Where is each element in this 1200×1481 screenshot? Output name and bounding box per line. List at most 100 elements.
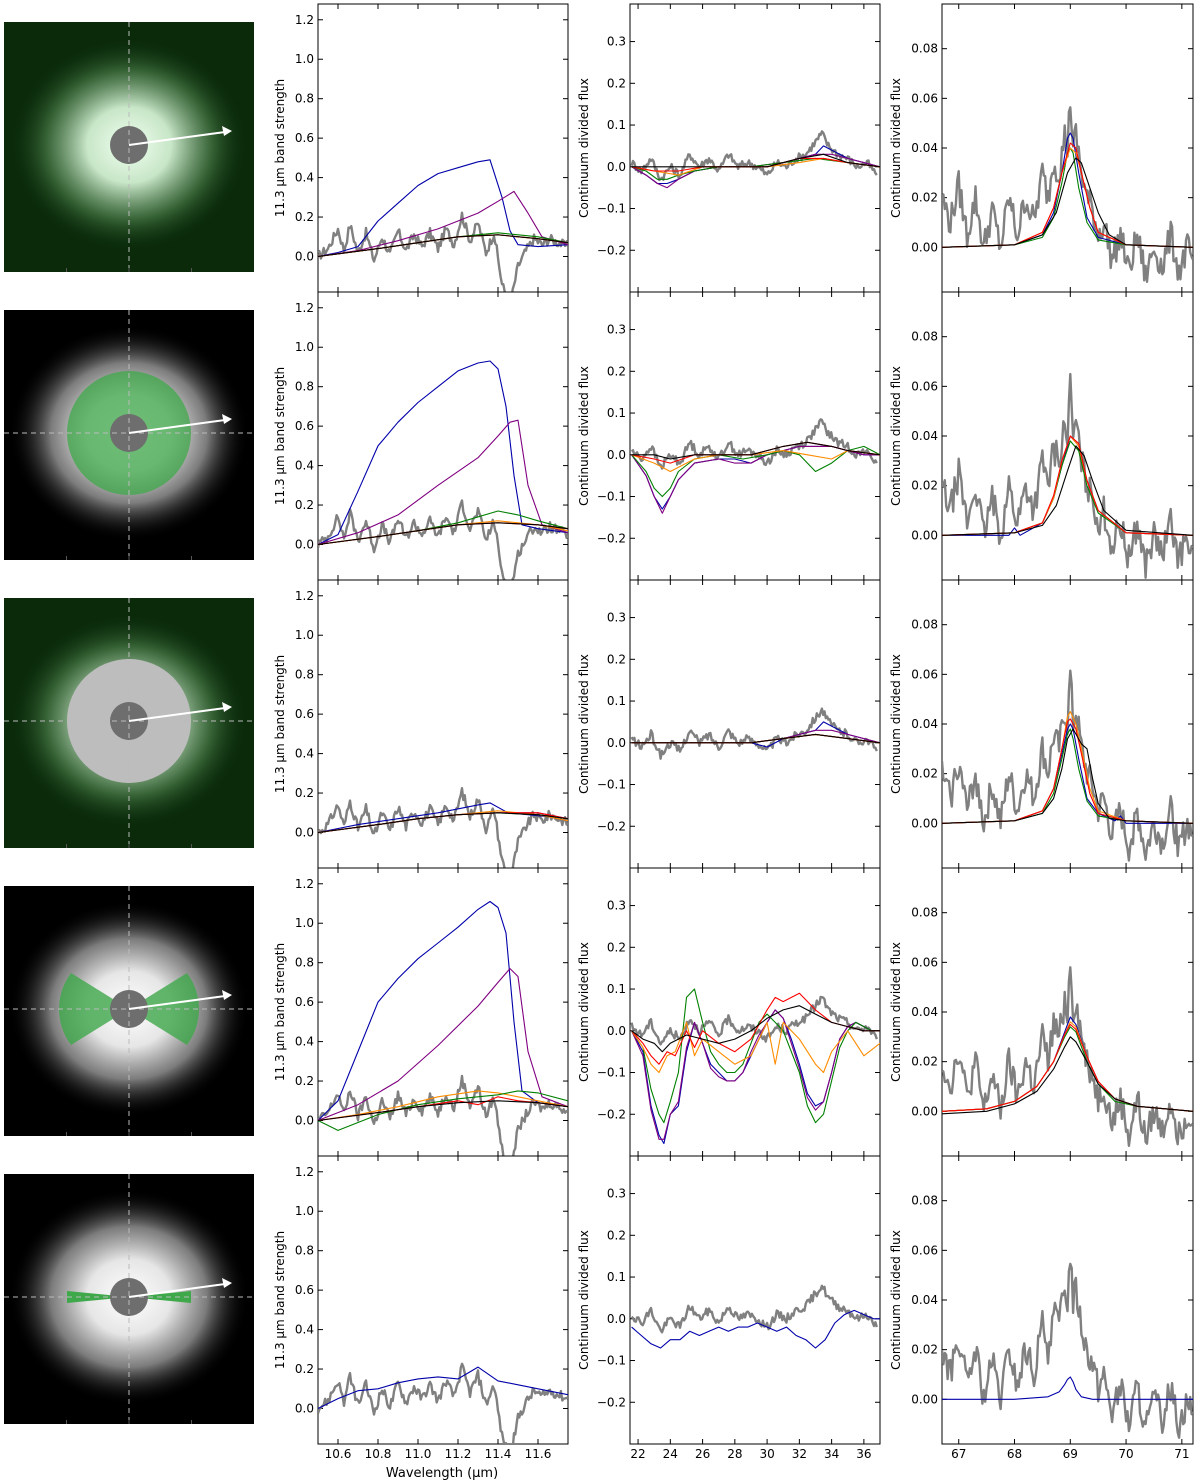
y-axis-label: 11.3 μm band strength (273, 943, 287, 1081)
y-tick-label: −0.1 (597, 202, 626, 216)
model-spectrum (942, 728, 1193, 824)
y-tick-label: 0.0 (607, 1312, 626, 1326)
model-spectrum (318, 968, 568, 1122)
y-tick-label: 0.1 (607, 118, 626, 132)
y-tick-label: 0.04 (911, 717, 938, 731)
y-tick-label: 0.2 (607, 76, 626, 90)
y-tick-label: 0.8 (295, 956, 314, 970)
y-tick-label: 0.6 (295, 419, 314, 433)
y-tick-label: 0.02 (911, 1055, 938, 1069)
y-tick-label: 1.2 (295, 301, 314, 315)
x-tick-label: 36 (856, 1447, 871, 1461)
observed-spectrum (630, 1284, 878, 1334)
y-tick-label: 0.0 (607, 160, 626, 174)
spectrum-panel: 0.00 0.02 0.04 0.06 0.08 Continuum divided fl… (889, 291, 1194, 581)
x-tick-label: 10.8 (365, 1447, 392, 1461)
y-axis-label: Continuum divided flux (889, 942, 903, 1082)
model-spectrum (942, 157, 1193, 248)
model-spectrum (318, 1366, 568, 1409)
plot-data (630, 130, 880, 189)
y-tick-label: 0.2 (295, 210, 314, 224)
model-spectrum (318, 900, 568, 1121)
observed-spectrum (942, 966, 1193, 1147)
y-axis-label: Continuum divided flux (889, 366, 903, 506)
y-tick-label: 0.8 (295, 1244, 314, 1258)
spectrum-panel: 0.0 0.2 0.4 0.6 0.8 1.0 1.2 11.3 μm band streng… (273, 3, 569, 293)
spectrum-panel: 0.0 0.2 0.4 0.6 0.8 1.0 1.2 11.3 μm band streng… (273, 867, 569, 1157)
plot-data (318, 159, 568, 292)
y-tick-label: −0.2 (597, 243, 626, 257)
y-tick-label: 0.06 (911, 91, 938, 105)
plot-frame (317, 291, 569, 581)
plot-data (942, 106, 1193, 283)
y-axis-label: Continuum divided flux (889, 1230, 903, 1370)
plot-data (630, 418, 880, 514)
y-tick-label: 0.04 (911, 141, 938, 155)
spectra-panels: 0.0 0.2 0.4 0.6 0.8 1.0 1.2 11.3 μm band streng… (273, 3, 1194, 1461)
y-axis-label: Continuum divided flux (889, 78, 903, 218)
x-tick-label: 26 (695, 1447, 710, 1461)
model-images-column (4, 22, 254, 1424)
model-spectrum (631, 1005, 880, 1053)
y-tick-label: 0.4 (295, 1323, 314, 1337)
y-tick-label: −0.2 (597, 819, 626, 833)
y-tick-label: −0.2 (597, 531, 626, 545)
y-tick-label: 0.1 (607, 1270, 626, 1284)
y-tick-label: 0.3 (607, 323, 626, 337)
model-spectrum (942, 445, 1193, 536)
arrow-head-icon (222, 702, 232, 712)
y-tick-label: 0.1 (607, 406, 626, 420)
observed-spectrum (630, 707, 878, 760)
plot-frame (629, 1155, 881, 1445)
x-tick-label: 10.6 (325, 1447, 352, 1461)
y-tick-label: 0.2 (295, 498, 314, 512)
observed-spectrum (318, 787, 568, 868)
y-tick-label: 0.00 (911, 528, 938, 542)
model-spectrum (318, 1090, 568, 1122)
y-tick-label: 1.0 (295, 916, 314, 930)
y-axis-label: 11.3 μm band strength (273, 79, 287, 217)
spectrum-panel: −0.2 −0.1 0.0 0.1 0.2 0.3 Continuum divided fl… (577, 291, 881, 581)
x-tick-label: 11.6 (525, 1447, 552, 1461)
observed-spectrum (318, 1074, 568, 1156)
y-tick-label: 0.08 (911, 1194, 938, 1208)
direction-arrow (128, 1283, 226, 1298)
model-spectrum (318, 802, 568, 834)
y-tick-label: 0.04 (911, 1005, 938, 1019)
x-tick-label: 22 (630, 1447, 645, 1461)
model-spectrum (318, 419, 568, 546)
y-tick-label: 0.8 (295, 668, 314, 682)
y-tick-label: 0.04 (911, 429, 938, 443)
plot-frame (629, 291, 881, 581)
plot-data (318, 360, 568, 580)
y-tick-label: 1.2 (295, 1165, 314, 1179)
y-tick-label: 0.4 (295, 171, 314, 185)
y-tick-label: 0.08 (911, 330, 938, 344)
model-spectrum (942, 435, 1193, 536)
y-tick-label: 0.6 (295, 131, 314, 145)
model-spectrum (631, 1009, 880, 1140)
y-tick-label: 0.08 (911, 42, 938, 56)
y-tick-label: 1.0 (295, 340, 314, 354)
y-tick-label: 1.2 (295, 13, 314, 27)
y-tick-label: 0.04 (911, 1293, 938, 1307)
spectrum-panel: 0.00 0.02 0.04 0.06 0.08 Continuum divided fl… (889, 867, 1194, 1157)
spectrum-panel: 0.0 0.2 0.4 0.6 0.8 1.0 1.2 10.6 10.8 11.0 11.2 11.… (273, 1155, 569, 1461)
y-tick-label: 0.0 (607, 448, 626, 462)
spectrum-panel: −0.2 −0.1 0.0 0.1 0.2 0.3 Continuum divided fl… (577, 3, 881, 293)
y-tick-label: 0.2 (607, 364, 626, 378)
plot-frame (629, 579, 881, 869)
direction-arrow (128, 419, 226, 434)
y-tick-label: 0.02 (911, 479, 938, 493)
y-tick-label: −0.2 (597, 1395, 626, 1409)
x-axis-label: Wavelength (μm) (386, 1466, 498, 1481)
y-tick-label: 0.0 (295, 537, 314, 551)
model-image (4, 1174, 254, 1424)
spectrum-panel: 0.00 0.02 0.04 0.06 0.08 Continuum divided fl… (889, 579, 1194, 869)
y-axis-label: Continuum divided flux (577, 942, 591, 1082)
x-tick-label: 30 (759, 1447, 774, 1461)
x-tick-label: 11.4 (485, 1447, 512, 1461)
model-spectrum (631, 992, 880, 1065)
y-axis-label: Continuum divided flux (889, 654, 903, 794)
plot-data (942, 966, 1193, 1147)
